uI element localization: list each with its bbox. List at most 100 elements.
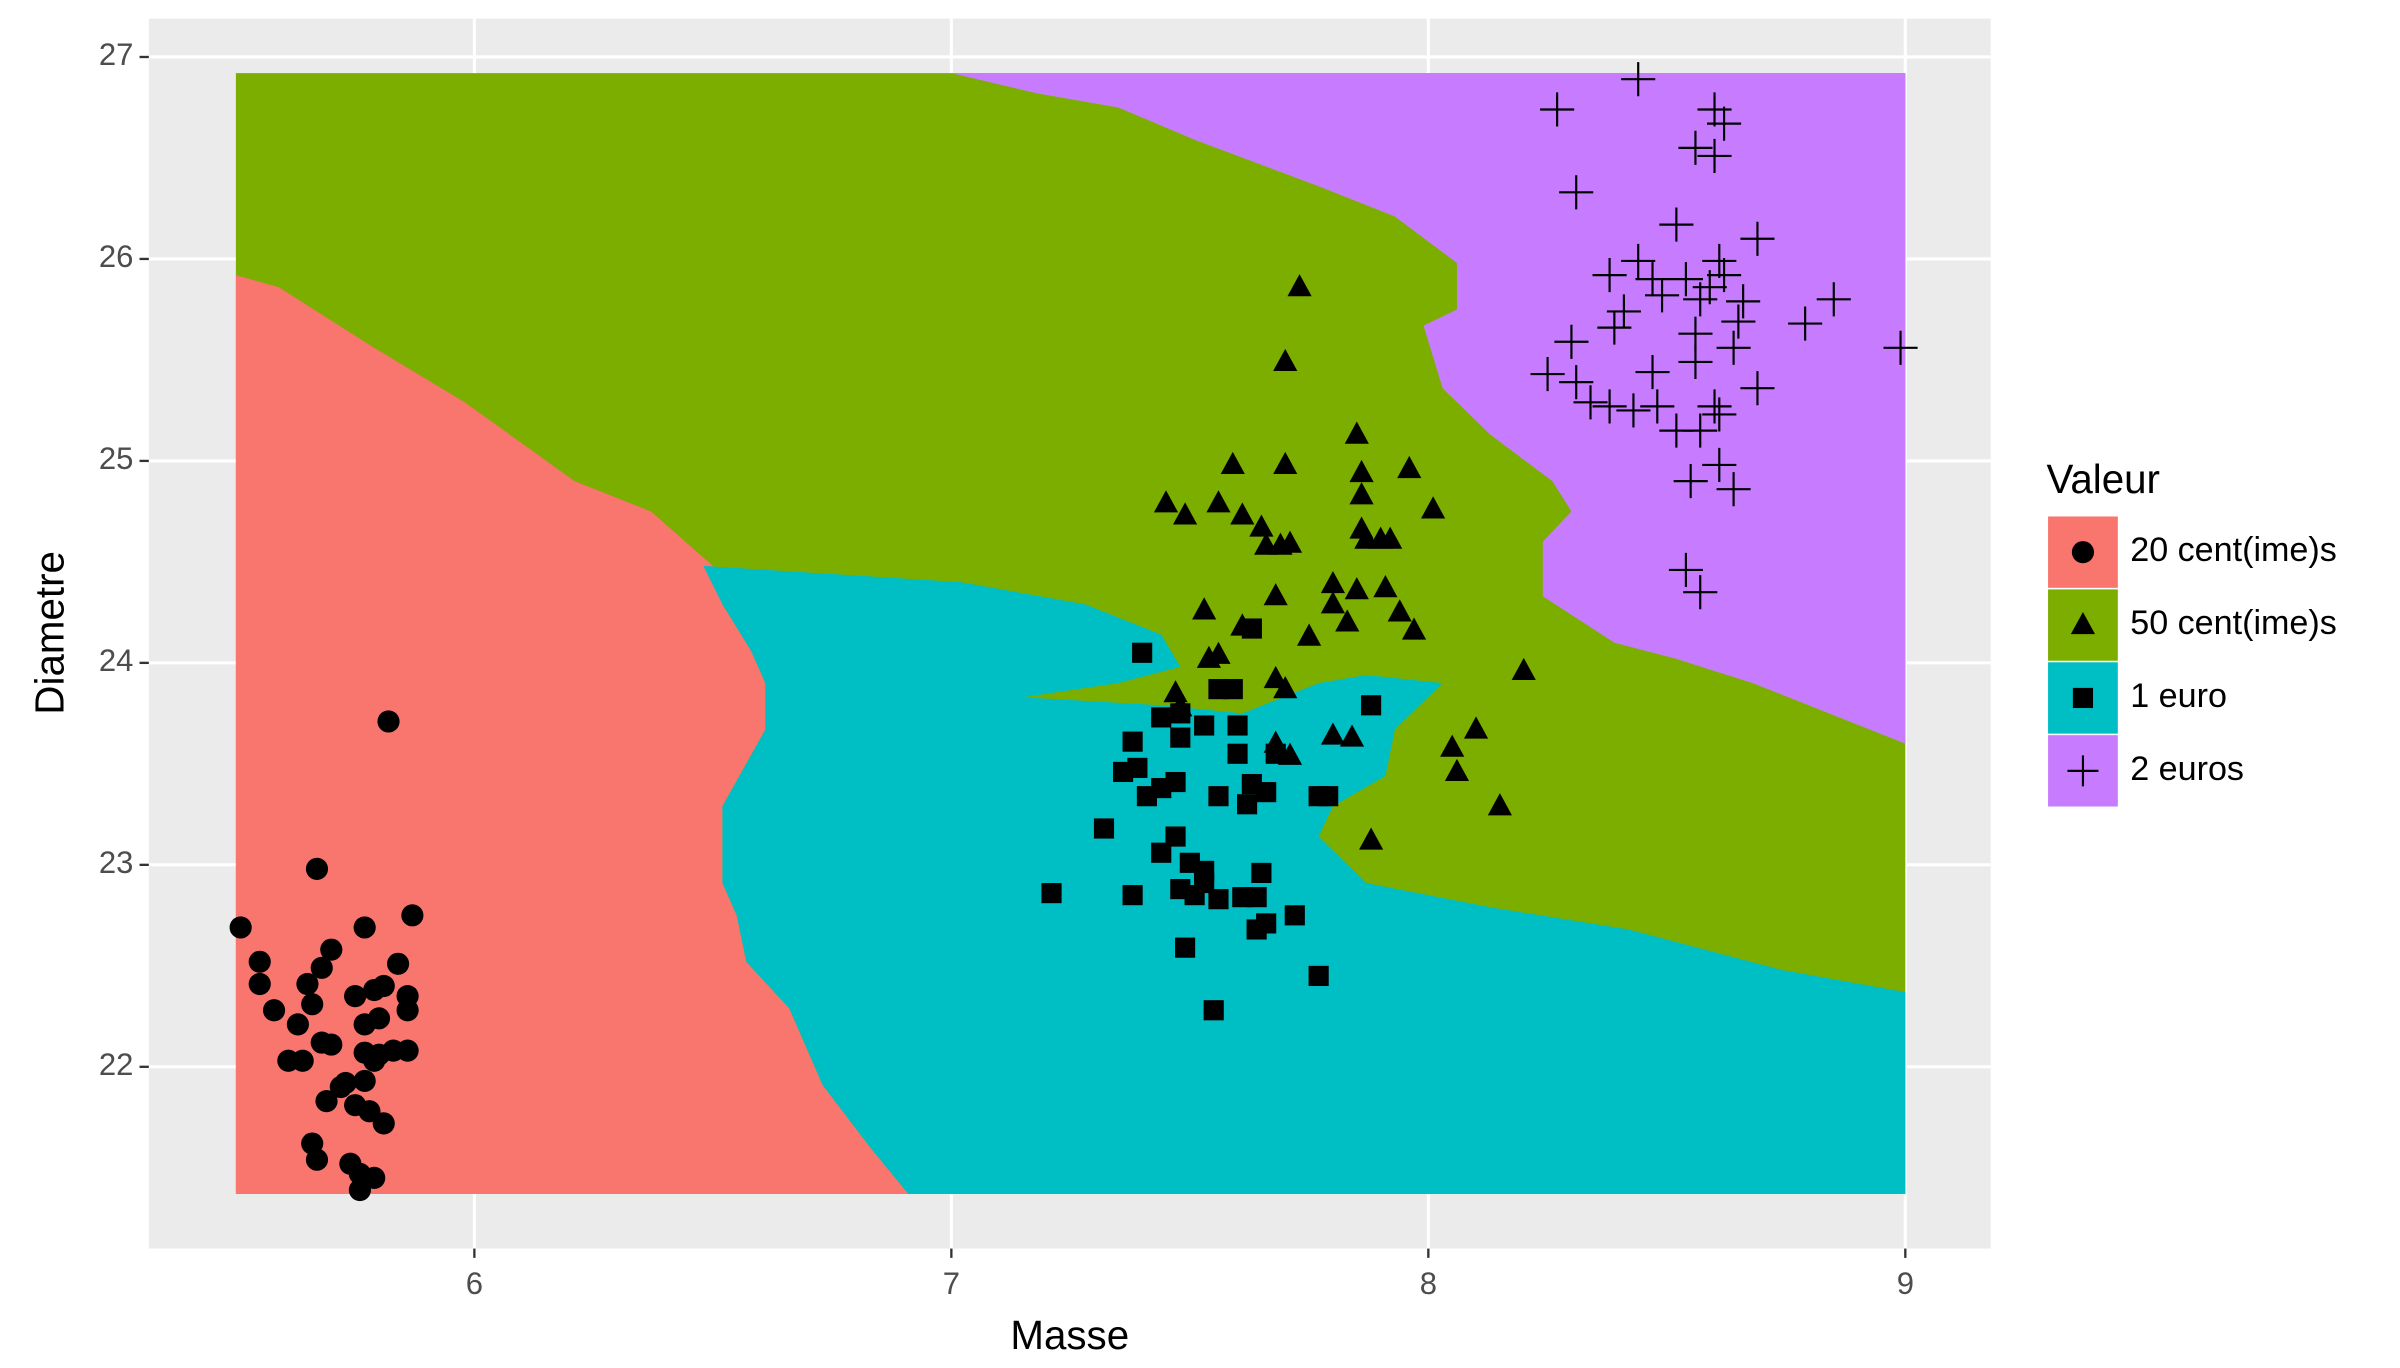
point bbox=[1678, 130, 1713, 165]
decision-region bbox=[951, 73, 1906, 744]
point bbox=[1320, 591, 1346, 614]
legend-title: Valeur bbox=[2047, 457, 2160, 502]
legend-label: 2 euros bbox=[2130, 750, 2244, 788]
point bbox=[1308, 965, 1329, 987]
points bbox=[229, 62, 1918, 1202]
point bbox=[1241, 618, 1262, 639]
point bbox=[1206, 641, 1231, 664]
point bbox=[1883, 330, 1918, 365]
point bbox=[1339, 724, 1365, 747]
point bbox=[1592, 258, 1627, 293]
point bbox=[320, 938, 343, 961]
point bbox=[1683, 413, 1718, 448]
point bbox=[1573, 385, 1608, 420]
point bbox=[1368, 526, 1393, 549]
point bbox=[229, 916, 252, 939]
point bbox=[1511, 657, 1536, 681]
point bbox=[1296, 623, 1322, 646]
point bbox=[301, 993, 324, 1016]
point bbox=[367, 1007, 391, 1030]
legend-glyph bbox=[2072, 687, 2094, 709]
point bbox=[1683, 282, 1718, 317]
point bbox=[1707, 106, 1742, 141]
point bbox=[1444, 758, 1470, 782]
point bbox=[1697, 389, 1732, 424]
point bbox=[1344, 577, 1369, 600]
legend-glyph bbox=[2067, 755, 2099, 787]
point bbox=[1554, 324, 1589, 359]
point bbox=[1349, 459, 1374, 483]
regions bbox=[235, 73, 1906, 1195]
point bbox=[296, 972, 319, 996]
point bbox=[1320, 722, 1346, 745]
point bbox=[1788, 306, 1823, 341]
point bbox=[1401, 617, 1427, 640]
point bbox=[1170, 703, 1191, 724]
point bbox=[377, 710, 400, 733]
point bbox=[1122, 885, 1143, 906]
y-tick-label: 25 bbox=[99, 441, 133, 476]
point bbox=[1246, 919, 1267, 940]
legend-glyph bbox=[2070, 611, 2096, 635]
point bbox=[372, 1112, 395, 1135]
point bbox=[1359, 827, 1384, 850]
point bbox=[248, 972, 271, 996]
point bbox=[1344, 421, 1369, 444]
point bbox=[1284, 905, 1305, 926]
point bbox=[1184, 885, 1205, 906]
point bbox=[310, 956, 333, 979]
point bbox=[1151, 707, 1172, 728]
y-tick-label: 27 bbox=[99, 37, 133, 72]
point bbox=[1251, 862, 1272, 884]
point bbox=[1635, 262, 1670, 297]
point bbox=[1246, 887, 1267, 908]
point bbox=[1683, 575, 1718, 610]
point bbox=[1172, 502, 1198, 525]
point bbox=[1702, 447, 1737, 483]
point bbox=[1206, 490, 1231, 513]
point bbox=[1697, 92, 1732, 127]
point bbox=[1175, 937, 1196, 958]
point bbox=[1487, 793, 1512, 816]
point bbox=[305, 857, 329, 880]
point bbox=[1208, 889, 1229, 910]
point bbox=[1702, 243, 1737, 279]
point bbox=[1222, 679, 1243, 700]
point bbox=[1721, 304, 1756, 339]
point bbox=[1320, 571, 1346, 594]
point bbox=[1220, 451, 1245, 475]
point bbox=[315, 1090, 338, 1113]
point bbox=[1208, 786, 1229, 807]
point bbox=[305, 1148, 329, 1171]
point bbox=[1249, 514, 1274, 537]
point bbox=[286, 1013, 309, 1036]
point bbox=[1635, 354, 1670, 390]
point bbox=[1606, 294, 1641, 329]
point bbox=[1122, 731, 1143, 752]
point bbox=[1151, 842, 1172, 863]
point bbox=[1335, 609, 1360, 632]
point bbox=[353, 916, 376, 939]
point bbox=[1136, 786, 1157, 807]
point bbox=[1740, 371, 1775, 406]
point bbox=[363, 1166, 386, 1189]
point bbox=[353, 1069, 376, 1093]
y-tick-label: 26 bbox=[99, 239, 133, 274]
point bbox=[401, 904, 424, 927]
point bbox=[1318, 786, 1339, 807]
point bbox=[1273, 348, 1298, 372]
point bbox=[1397, 455, 1422, 479]
point bbox=[1373, 575, 1398, 598]
y-tick-label: 23 bbox=[99, 845, 133, 880]
point bbox=[1645, 278, 1680, 313]
point bbox=[1616, 393, 1651, 428]
point bbox=[1659, 207, 1694, 242]
point bbox=[262, 999, 286, 1022]
point bbox=[1227, 743, 1248, 764]
point bbox=[1640, 389, 1675, 424]
point bbox=[1237, 794, 1258, 815]
x-axis-title: Masse bbox=[1010, 1313, 1129, 1358]
point bbox=[1194, 715, 1215, 736]
